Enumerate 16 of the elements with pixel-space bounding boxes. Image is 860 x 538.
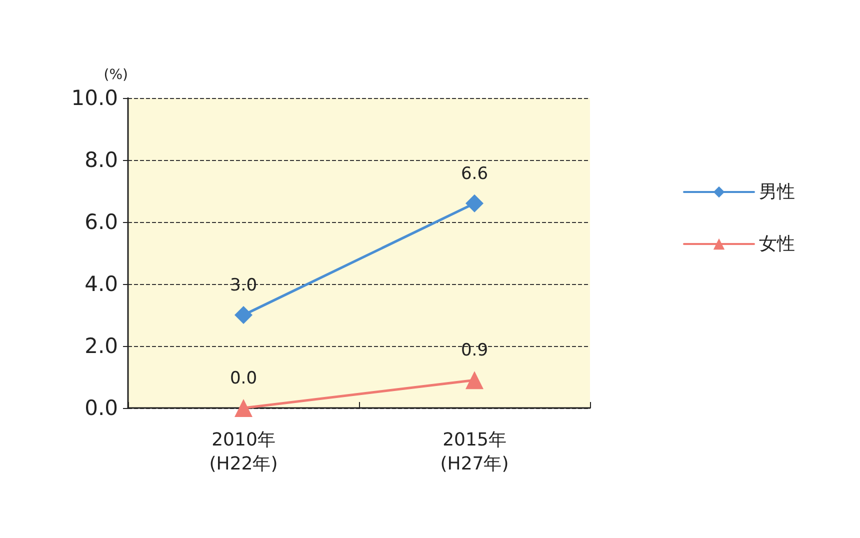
- y-tick-label: 4.0: [84, 272, 118, 296]
- legend-label: 男性: [759, 182, 795, 202]
- y-tick-label: 6.0: [84, 210, 118, 234]
- x-tick-label: 2015年 (H27年): [440, 430, 509, 474]
- data-label: 0.9: [460, 340, 488, 361]
- y-tick-label: 2.0: [84, 334, 118, 358]
- x-tick-label: 2010年 (H22年): [209, 430, 278, 474]
- y-axis-title: (%): [104, 67, 128, 83]
- y-tick-label: 8.0: [84, 148, 118, 172]
- data-label: 0.0: [230, 368, 258, 388]
- point: [466, 194, 484, 212]
- data-label: 6.6: [460, 164, 488, 184]
- point: [234, 306, 252, 324]
- y-tick-label: 0.0: [84, 396, 118, 420]
- y-tick-label: 10.0: [71, 86, 118, 110]
- legend-label: 女性: [759, 234, 795, 254]
